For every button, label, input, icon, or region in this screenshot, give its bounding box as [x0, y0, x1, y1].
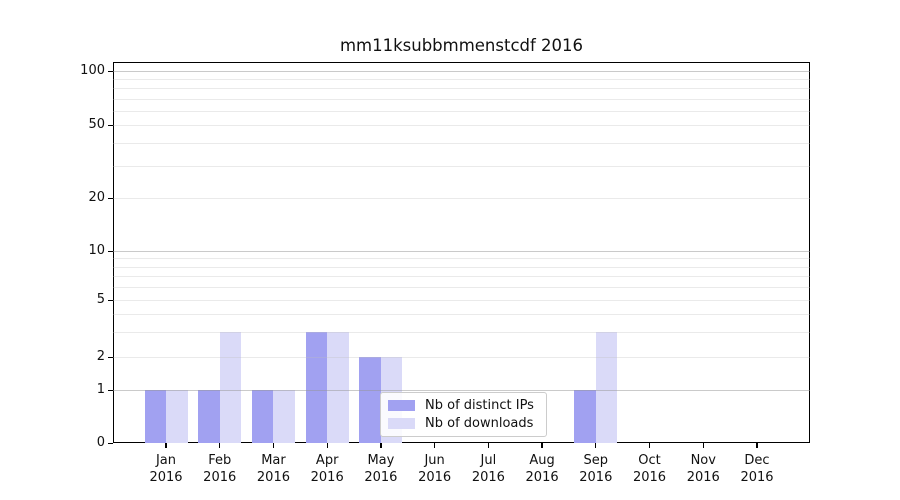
- y-tick: [108, 124, 113, 126]
- bar-nb-of-downloads-apr: [327, 331, 349, 443]
- x-tick-label: Apr 2016: [310, 453, 344, 485]
- y-tick: [108, 389, 113, 391]
- legend-row: Nb of downloads: [388, 416, 539, 431]
- legend-label: Nb of downloads: [425, 415, 534, 431]
- y-tick-label: 5: [96, 292, 105, 307]
- legend-swatch-icon: [388, 417, 415, 429]
- y-tick-label: 10: [88, 243, 105, 258]
- x-tick: [272, 443, 275, 448]
- y-tick-label: 2: [96, 349, 105, 364]
- x-tick: [433, 443, 436, 448]
- legend-swatch-icon: [388, 400, 415, 412]
- legend: Nb of distinct IPs Nb of downloads: [380, 392, 547, 437]
- y-tick-label: 20: [88, 190, 105, 205]
- x-tick: [487, 443, 489, 448]
- y-tick: [108, 250, 113, 252]
- x-tick-label: Aug 2016: [525, 453, 559, 485]
- y-tick: [108, 70, 113, 72]
- legend-row: Nb of distinct IPs: [388, 398, 539, 413]
- x-tick: [756, 443, 758, 448]
- x-tick-label: Jan 2016: [149, 453, 183, 485]
- x-tick: [326, 443, 328, 448]
- x-tick: [165, 443, 167, 448]
- legend-label: Nb of distinct IPs: [425, 398, 534, 414]
- x-tick-label: Oct 2016: [632, 453, 667, 485]
- x-tick-label: May 2016: [364, 453, 398, 485]
- bar-nb-of-downloads-sep: [595, 331, 618, 443]
- x-tick: [380, 443, 382, 448]
- x-tick-label: Feb 2016: [203, 453, 237, 485]
- bar-nb-of-distinct-ips-mar: [251, 390, 274, 443]
- bar-nb-of-downloads-jan: [166, 390, 188, 443]
- y-tick-label: 1: [96, 382, 105, 397]
- x-tick: [702, 443, 704, 448]
- x-tick-label: Mar 2016: [256, 453, 290, 485]
- plot-area: [113, 62, 810, 443]
- bar-nb-of-downloads-feb: [219, 331, 242, 443]
- y-tick: [108, 442, 113, 444]
- x-tick: [219, 443, 221, 448]
- bar-nb-of-downloads-mar: [273, 390, 295, 443]
- x-tick-label: Jul 2016: [471, 453, 505, 485]
- y-tick-label: 0: [96, 435, 105, 450]
- bar-nb-of-distinct-ips-jan: [144, 390, 166, 443]
- bar-nb-of-distinct-ips-sep: [574, 390, 596, 443]
- x-tick: [595, 443, 597, 448]
- y-tick: [108, 197, 113, 199]
- x-tick-label: Jun 2016: [418, 453, 452, 485]
- chart-title: mm11ksubbmmenstcdf 2016: [339, 36, 584, 55]
- y-tick-label: 100: [80, 63, 105, 78]
- x-tick: [648, 443, 651, 448]
- bar-nb-of-distinct-ips-may: [359, 357, 381, 443]
- x-tick-label: Dec 2016: [740, 453, 774, 485]
- bar-nb-of-distinct-ips-apr: [305, 331, 328, 443]
- y-tick: [108, 356, 113, 358]
- x-tick-label: Sep 2016: [579, 453, 613, 485]
- y-tick: [108, 299, 113, 301]
- x-tick-label: Nov 2016: [686, 453, 720, 485]
- x-tick: [541, 443, 543, 448]
- bar-nb-of-distinct-ips-feb: [198, 390, 220, 443]
- y-tick-label: 50: [88, 117, 105, 132]
